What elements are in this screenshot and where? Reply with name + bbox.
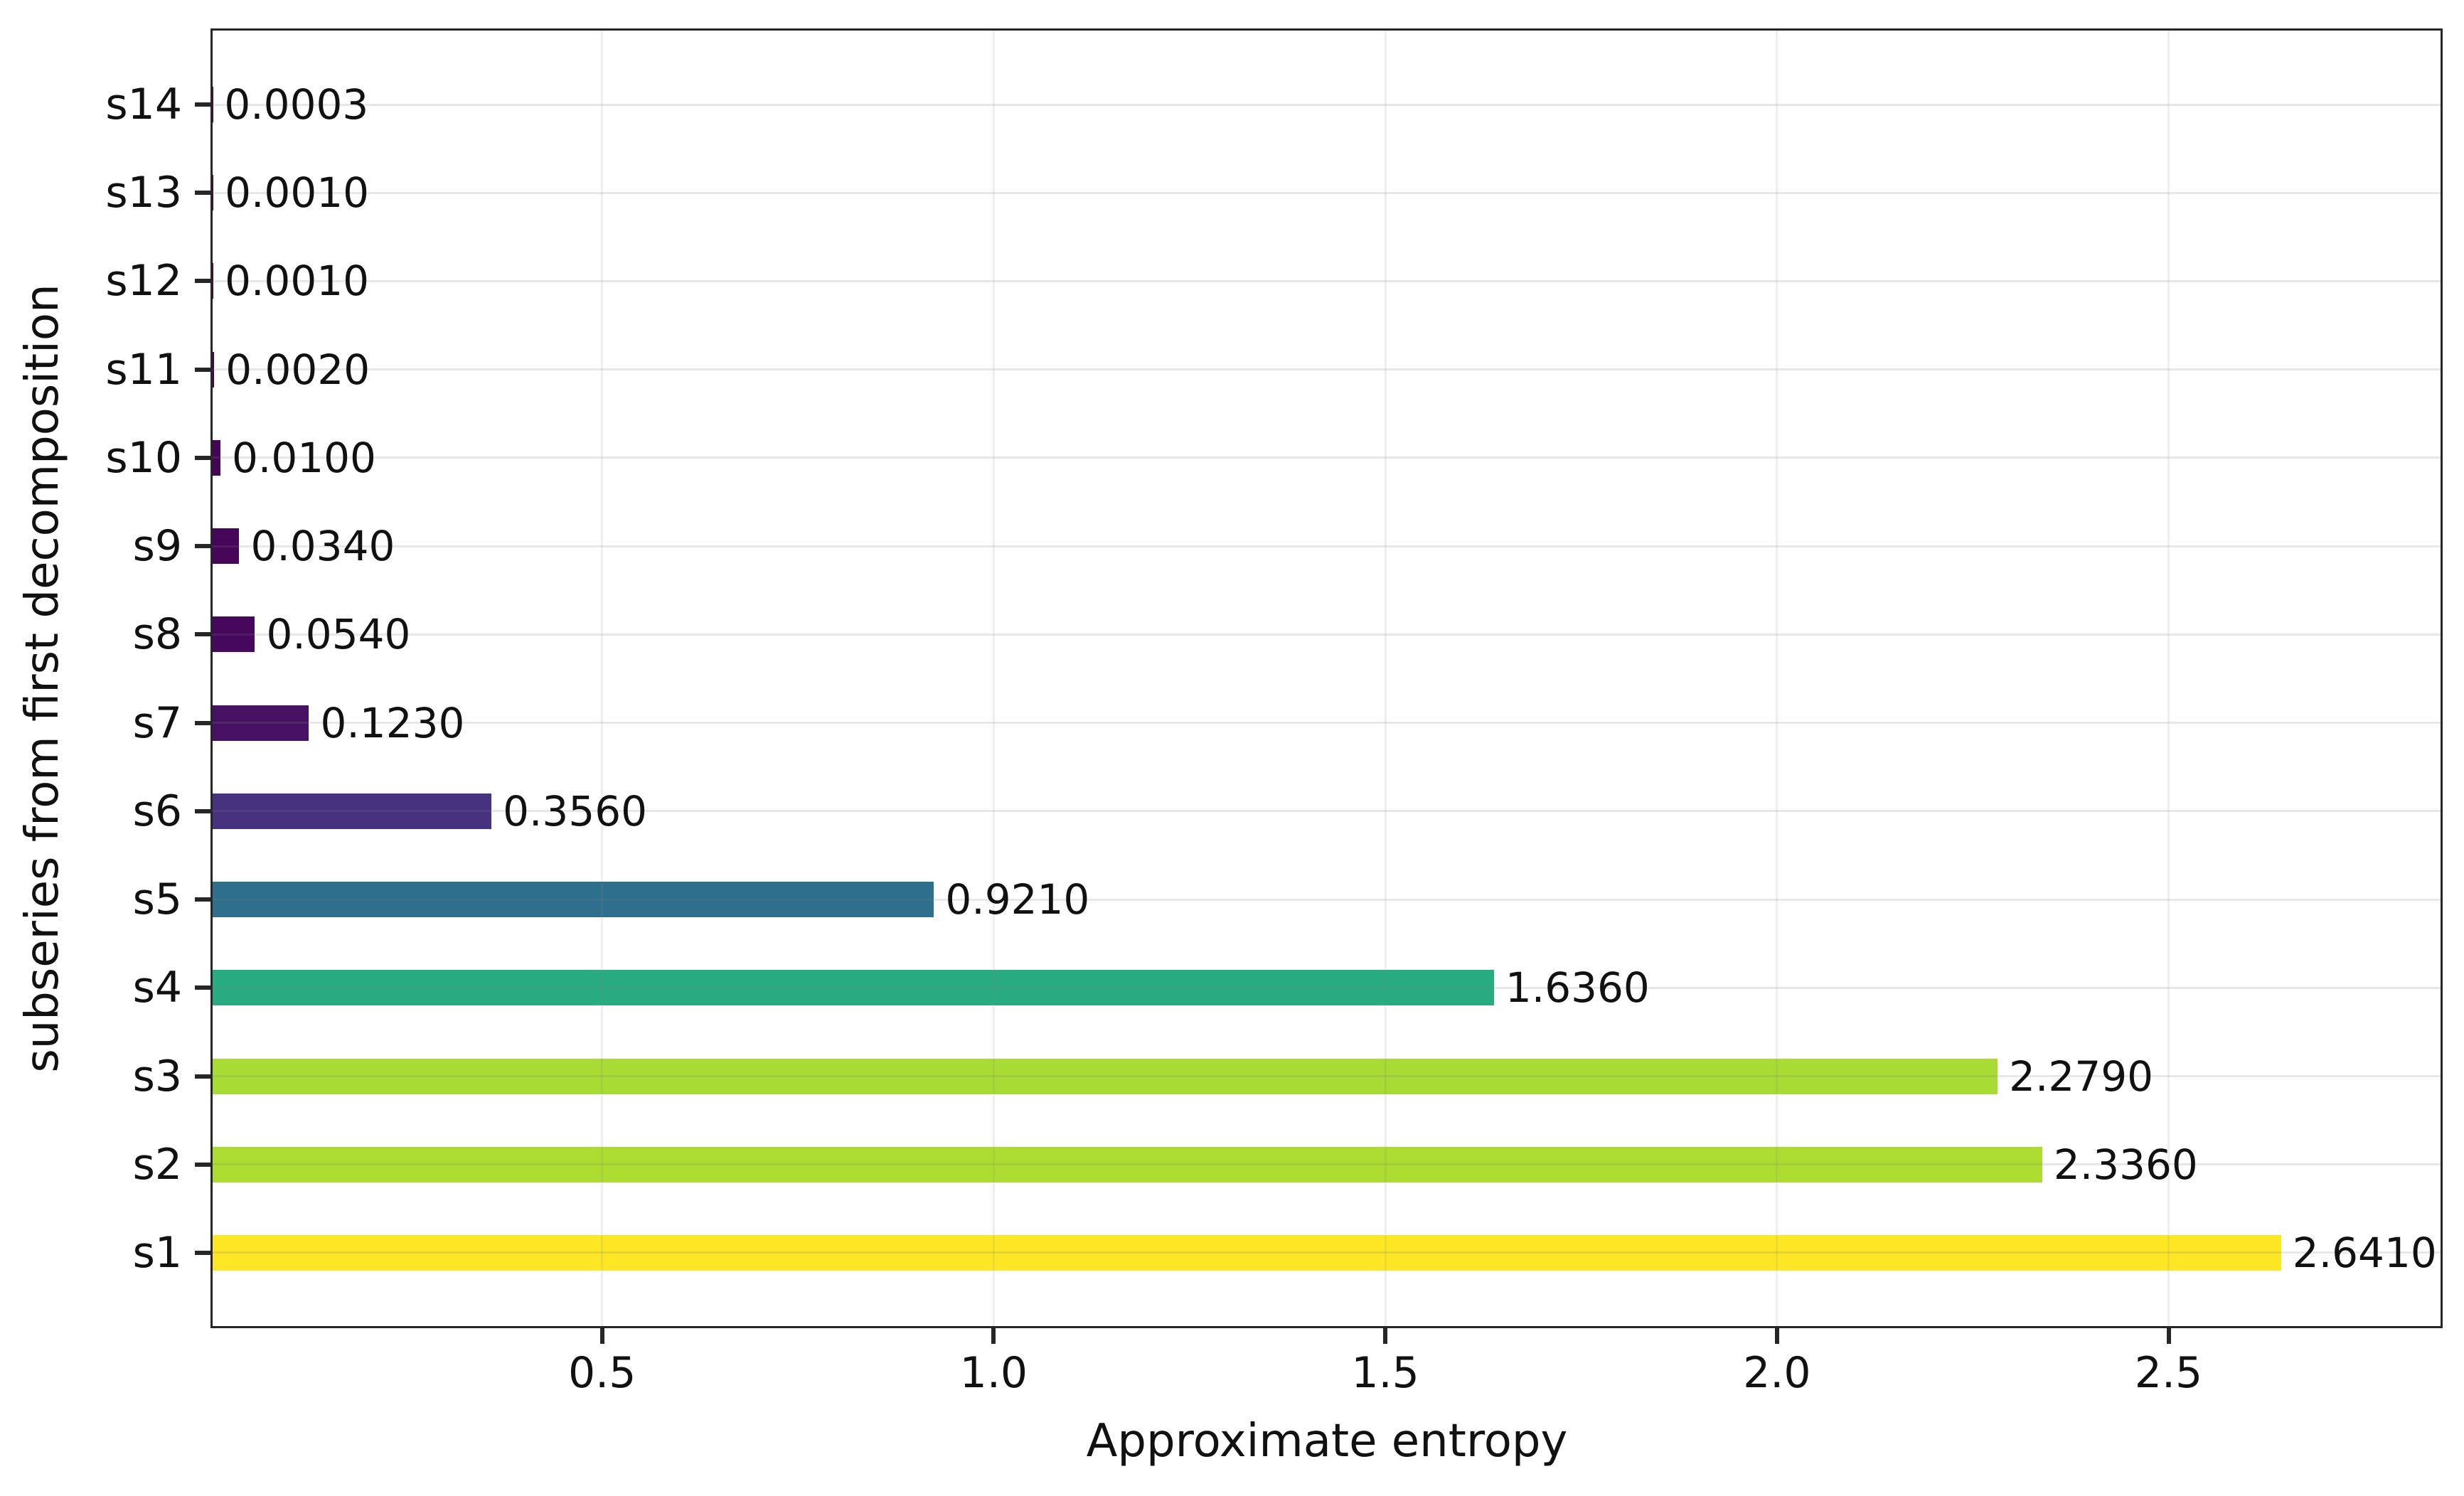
value-label-s5: 0.9210 xyxy=(945,875,1090,924)
xtick-mark-1.5 xyxy=(1383,1328,1388,1344)
bar-s11 xyxy=(213,351,215,388)
value-label-s3: 2.2790 xyxy=(2009,1052,2154,1101)
ytick-mark-s11 xyxy=(195,367,210,372)
ytick-label-s8: s8 xyxy=(132,609,182,660)
gridline-h-s9 xyxy=(213,545,2441,547)
ytick-mark-s2 xyxy=(195,1162,210,1167)
ytick-mark-s10 xyxy=(195,455,210,460)
value-label-s4: 1.6360 xyxy=(1505,963,1650,1013)
value-label-s8: 0.0540 xyxy=(266,610,411,659)
value-label-s11: 0.0020 xyxy=(225,345,370,394)
ytick-mark-s6 xyxy=(195,808,210,813)
value-label-s7: 0.1230 xyxy=(320,698,465,747)
xtick-mark-2.0 xyxy=(1774,1328,1779,1344)
gridline-h-s14 xyxy=(213,103,2441,106)
xtick-mark-1.0 xyxy=(991,1328,996,1344)
ytick-mark-s14 xyxy=(195,102,210,107)
ytick-mark-s8 xyxy=(195,632,210,637)
bar-s10 xyxy=(213,439,220,476)
ytick-label-s5: s5 xyxy=(132,875,182,925)
value-label-s12: 0.0010 xyxy=(225,257,370,306)
xtick-label-2.0: 2.0 xyxy=(1743,1348,1811,1398)
bar-s1 xyxy=(213,1234,2281,1271)
xtick-label-0.5: 0.5 xyxy=(567,1348,636,1398)
ytick-label-s11: s11 xyxy=(105,344,182,395)
ytick-mark-s1 xyxy=(195,1250,210,1255)
xtick-label-1.5: 1.5 xyxy=(1351,1348,1419,1398)
bar-s4 xyxy=(213,970,1494,1006)
gridline-h-s13 xyxy=(213,191,2441,194)
bar-s6 xyxy=(213,793,492,829)
ytick-mark-s13 xyxy=(195,191,210,196)
gridline-h-s12 xyxy=(213,279,2441,282)
ytick-label-s13: s13 xyxy=(105,168,182,218)
x-axis-title: Approximate entropy xyxy=(1086,1415,1568,1468)
value-label-s9: 0.0340 xyxy=(250,522,395,571)
value-label-s10: 0.0100 xyxy=(232,433,376,482)
gridline-h-s10 xyxy=(213,456,2441,459)
gridline-v-1.5 xyxy=(1384,31,1387,1326)
ytick-mark-s12 xyxy=(195,279,210,284)
value-label-s2: 2.3360 xyxy=(2053,1140,2198,1189)
xtick-mark-2.5 xyxy=(2166,1328,2171,1344)
ytick-mark-s7 xyxy=(195,720,210,725)
ytick-label-s4: s4 xyxy=(132,963,182,1013)
ytick-label-s1: s1 xyxy=(132,1227,182,1278)
value-label-s13: 0.0010 xyxy=(225,169,370,218)
gridline-h-s2 xyxy=(213,1163,2441,1166)
xtick-mark-0.5 xyxy=(599,1328,604,1344)
ytick-label-s10: s10 xyxy=(105,432,182,483)
gridline-h-s4 xyxy=(213,986,2441,989)
plot-area-frame xyxy=(210,28,2443,1328)
bar-s9 xyxy=(213,528,240,565)
bar-s3 xyxy=(213,1058,1998,1094)
ytick-label-s2: s2 xyxy=(132,1139,182,1190)
ytick-label-s14: s14 xyxy=(105,80,182,129)
bar-s2 xyxy=(213,1146,2042,1182)
gridline-h-s5 xyxy=(213,898,2441,901)
xtick-label-2.5: 2.5 xyxy=(2134,1348,2203,1398)
y-axis-title: subseries from first decomposition xyxy=(16,284,69,1073)
ytick-mark-s3 xyxy=(195,1074,210,1079)
bar-s5 xyxy=(213,882,934,918)
bar-s8 xyxy=(213,616,255,653)
ytick-label-s9: s9 xyxy=(132,521,182,572)
gridline-v-0.5 xyxy=(601,31,604,1326)
ytick-mark-s5 xyxy=(195,897,210,902)
gridline-h-s3 xyxy=(213,1075,2441,1078)
ytick-label-s3: s3 xyxy=(132,1051,182,1101)
gridline-h-s7 xyxy=(213,722,2441,725)
xtick-label-1.0: 1.0 xyxy=(959,1348,1028,1398)
gridline-v-1.0 xyxy=(992,31,995,1326)
ytick-label-s12: s12 xyxy=(105,256,182,306)
gridline-h-s8 xyxy=(213,633,2441,636)
ytick-mark-s4 xyxy=(195,985,210,990)
value-label-s6: 0.3560 xyxy=(503,786,648,835)
gridline-v-2.0 xyxy=(1776,31,1778,1326)
value-label-s14: 0.0003 xyxy=(224,80,369,129)
gridline-h-s1 xyxy=(213,1251,2441,1254)
ytick-label-s7: s7 xyxy=(132,698,182,748)
ytick-label-s6: s6 xyxy=(132,786,182,836)
value-label-s1: 2.6410 xyxy=(2292,1228,2437,1277)
gridline-h-s6 xyxy=(213,810,2441,813)
ytick-mark-s9 xyxy=(195,544,210,549)
gridline-h-s11 xyxy=(213,368,2441,371)
bar-s7 xyxy=(213,705,309,741)
gridline-v-2.5 xyxy=(2167,31,2170,1326)
